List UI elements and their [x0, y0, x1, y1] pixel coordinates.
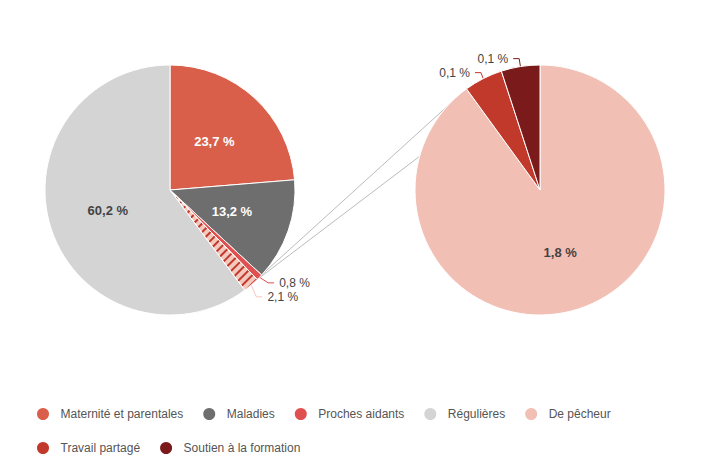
svg-text:0,1 %: 0,1 %	[478, 52, 509, 66]
svg-text:0,1 %: 0,1 %	[439, 66, 470, 80]
svg-text:Travail partagé: Travail partagé	[61, 441, 141, 455]
svg-text:23,7 %: 23,7 %	[194, 134, 235, 149]
svg-text:Soutien à la formation: Soutien à la formation	[184, 441, 301, 455]
svg-text:Proches aidants: Proches aidants	[318, 407, 404, 421]
svg-text:60,2 %: 60,2 %	[88, 203, 129, 218]
svg-text:13,2 %: 13,2 %	[212, 204, 253, 219]
svg-text:1,8 %: 1,8 %	[544, 245, 578, 260]
svg-text:Régulières: Régulières	[448, 407, 505, 421]
svg-text:Maladies: Maladies	[227, 407, 275, 421]
svg-text:2,1 %: 2,1 %	[267, 290, 298, 304]
svg-text:Maternité et parentales: Maternité et parentales	[61, 407, 184, 421]
svg-text:De pêcheur: De pêcheur	[549, 407, 611, 421]
svg-text:0,8 %: 0,8 %	[279, 276, 310, 290]
